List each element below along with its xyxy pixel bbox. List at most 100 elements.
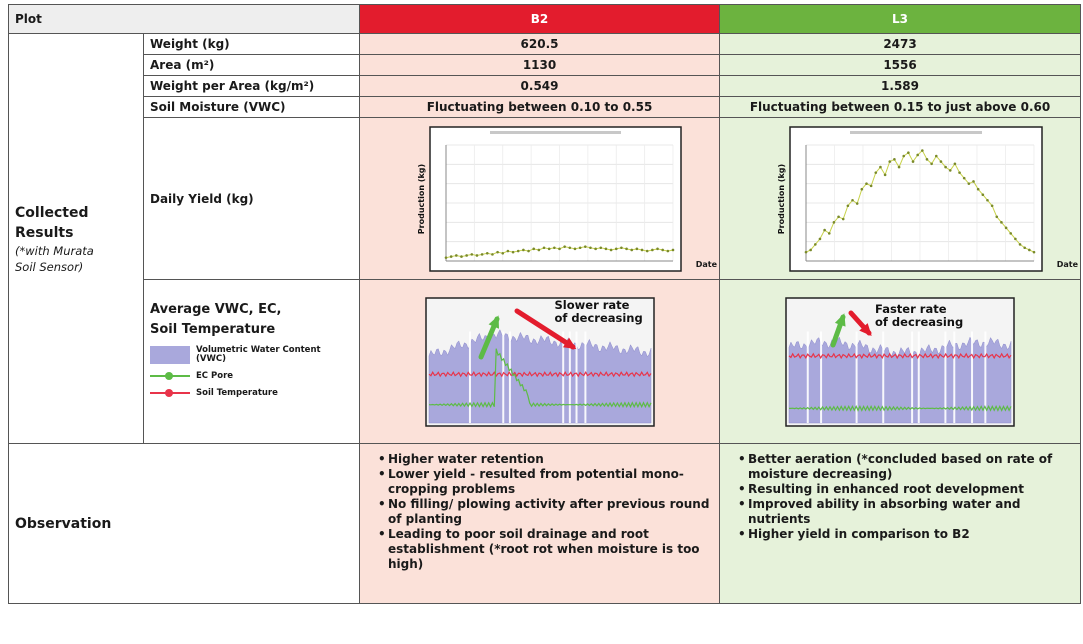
temp-line [428, 370, 652, 377]
trend-arrow-head [562, 337, 576, 349]
b2-annot-line1: Slower rate [554, 297, 630, 312]
yield-point [1018, 242, 1022, 246]
yield-point [573, 247, 577, 250]
avg-cell: Average VWC, EC, Soil Temperature Volume… [142, 279, 361, 444]
yield-point [516, 249, 520, 252]
yield-point [888, 159, 892, 163]
vwc-gap [971, 331, 974, 423]
vwc-gap [953, 331, 956, 423]
b2-annotation: Slower rate of decreasing [554, 297, 643, 325]
vwc-gap [501, 331, 504, 423]
yield-point [625, 247, 628, 250]
yield-point [897, 165, 901, 168]
b2-vwc-cell: Slower rate of decreasing [359, 279, 721, 444]
weight-label: Weight (kg) [142, 33, 361, 55]
b2-date-label: Date [695, 259, 718, 269]
yield-point [851, 198, 854, 202]
plot-header: Plot [7, 4, 361, 34]
yield-point [553, 245, 556, 249]
yield-point [496, 250, 499, 253]
yield-point [480, 252, 484, 256]
b2-annot-line2: of decreasing [554, 310, 643, 325]
yield-point [1032, 250, 1036, 253]
yield-point [818, 237, 822, 240]
b2-observation-list: Higher water retention Lower yield - res… [366, 452, 713, 572]
b2-vwc-svg [424, 296, 655, 427]
yield-point [930, 161, 933, 165]
yield-point [444, 255, 448, 259]
y-axis-label: Production (kg) [777, 163, 786, 233]
b2-daily-yield-cell: Production (kg) Date [359, 117, 721, 280]
chart-title-bar [850, 130, 983, 134]
yield-point [506, 249, 510, 252]
legend-vwc: Volumetric Water Content (VWC) [150, 346, 353, 364]
yield-point [558, 247, 561, 250]
l3-header: L3 [719, 4, 1082, 34]
yield-point [874, 170, 878, 174]
b2-header: B2 [359, 4, 721, 34]
yield-point [563, 244, 566, 248]
area-label: Area (m²) [142, 54, 361, 76]
legend-ec: EC Pore [150, 371, 353, 381]
comparison-table: Plot B2 L3 Collected Results (*with Mura… [7, 4, 1082, 604]
ec-line [428, 347, 652, 408]
b2-yield-svg: Production (kg) [417, 125, 682, 272]
yield-point [981, 192, 985, 196]
ec-line [789, 404, 1012, 412]
yield-point [986, 198, 989, 202]
yield-point [614, 247, 618, 250]
yield-point [879, 165, 882, 168]
vwc-swatch [150, 346, 190, 364]
l3-annotation: Faster rate of decreasing [875, 301, 963, 329]
yield-point [455, 253, 458, 257]
yield-point [1004, 226, 1008, 229]
l3-daily-yield-chart: Production (kg) Date [721, 119, 1080, 279]
vwc-gap [561, 331, 564, 423]
yield-point [944, 165, 947, 168]
yield-point [485, 251, 489, 255]
yield-point [470, 252, 474, 256]
l3-weight-per-area: 1.589 [719, 75, 1082, 97]
vwc-gap [944, 331, 947, 423]
yield-point [990, 203, 994, 207]
l3-annot-line1: Faster rate [875, 301, 947, 316]
yield-point [948, 168, 952, 172]
yield-point [972, 179, 975, 183]
yield-point [449, 254, 453, 258]
soil-moisture-label: Soil Moisture (VWC) [142, 96, 361, 118]
weight-per-area-label: Weight per Area (kg/m²) [142, 75, 361, 97]
trend-arrow [514, 308, 576, 349]
observation-label: Observation [15, 515, 112, 532]
vwc-gap [583, 331, 586, 423]
yield-point [635, 247, 639, 250]
yield-point [522, 248, 525, 251]
yield-point [865, 181, 868, 185]
yield-point [589, 245, 592, 249]
vwc-gap [917, 331, 920, 423]
vwc-gap [855, 331, 858, 423]
yield-point [962, 176, 966, 179]
l3-soil-moisture: Fluctuating between 0.15 to just above 0… [719, 96, 1082, 118]
vwc-legend: Volumetric Water Content (VWC) EC Pore S… [150, 346, 353, 398]
yield-point [967, 181, 971, 185]
vwc-gap [508, 331, 511, 423]
list-item: Higher water retention [378, 452, 713, 467]
vwc-gap [575, 331, 578, 423]
l3-area: 1556 [719, 54, 1082, 76]
yield-point [465, 253, 468, 257]
yield-point [609, 248, 613, 251]
list-item: Better aeration (*concluded based on rat… [738, 452, 1074, 482]
yield-point [640, 248, 644, 251]
yield-point [921, 148, 924, 152]
legend-temp: Soil Temperature [150, 388, 353, 398]
chart-frame [789, 125, 1043, 272]
yield-point [935, 154, 938, 157]
yield-point [832, 220, 836, 224]
avg-title-line1: Average VWC, EC, [150, 302, 282, 317]
yield-point [604, 247, 608, 250]
yield-point [1028, 248, 1031, 251]
yield-point [953, 161, 957, 165]
yield-point [568, 245, 572, 249]
yield-point [475, 253, 479, 257]
daily-yield-label: Daily Yield (kg) [142, 117, 361, 280]
